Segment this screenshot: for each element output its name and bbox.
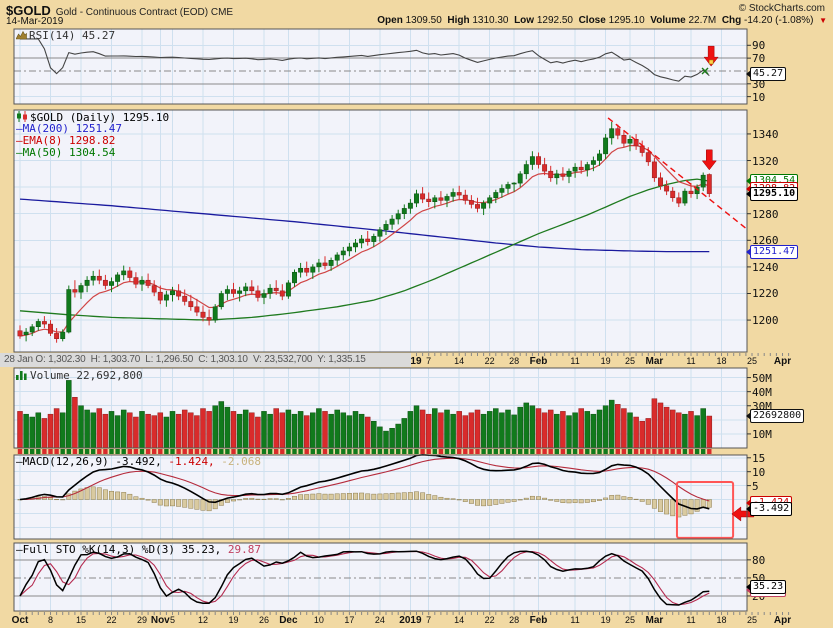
chart-area[interactable]: [0, 0, 833, 628]
stockcharts-gold-chart-page: { "header": { "symbol": "$GOLD", "descri…: [0, 0, 833, 628]
